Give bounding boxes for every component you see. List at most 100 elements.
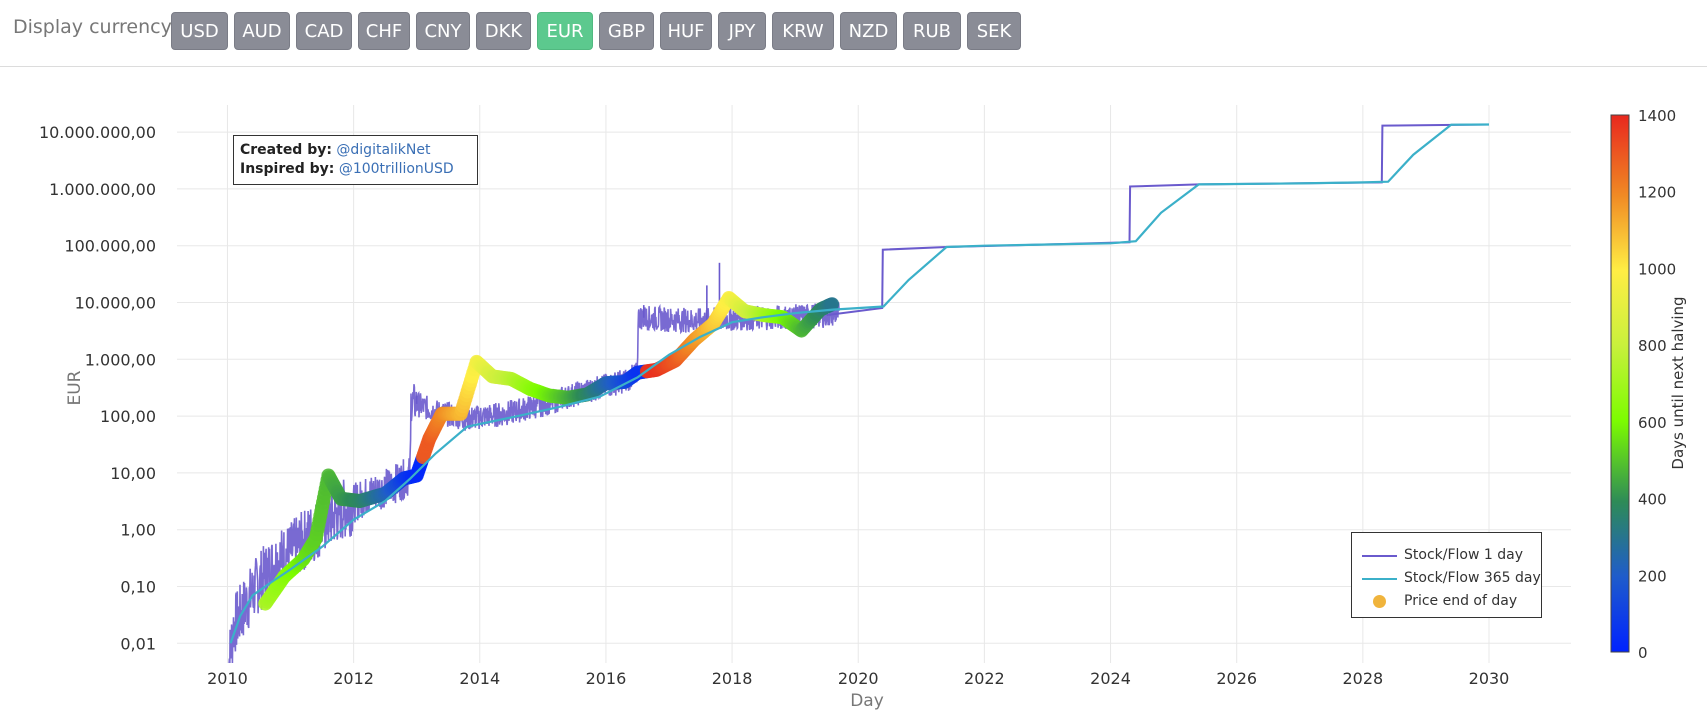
price-marker xyxy=(737,304,752,319)
price-marker xyxy=(391,475,406,490)
price-marker xyxy=(484,368,499,383)
price-marker xyxy=(601,376,616,390)
price-marker xyxy=(404,469,419,484)
price-marker xyxy=(818,300,833,315)
price-marker xyxy=(802,314,817,329)
price-marker xyxy=(766,309,781,324)
currency-button-cad[interactable]: CAD xyxy=(296,12,352,50)
price-marker xyxy=(803,313,818,328)
legend-label-sf1: Stock/Flow 1 day xyxy=(1404,547,1523,563)
price-marker xyxy=(823,298,838,312)
created-by-handle[interactable]: @digitalikNet xyxy=(336,142,431,158)
currency-label: Display currency: xyxy=(13,16,177,38)
price-marker xyxy=(330,485,345,500)
price-marker xyxy=(325,475,339,490)
price-marker xyxy=(500,371,515,386)
price-marker xyxy=(479,364,494,379)
legend-label-price: Price end of day xyxy=(1404,593,1518,609)
price-marker xyxy=(488,369,503,384)
currency-button-cny[interactable]: CNY xyxy=(416,12,470,50)
price-marker xyxy=(714,304,728,318)
currency-button-nzd[interactable]: NZD xyxy=(840,12,897,50)
price-marker xyxy=(429,417,444,432)
price-marker xyxy=(565,390,580,405)
y-tick-label: 0,10 xyxy=(120,578,156,597)
price-marker xyxy=(259,594,274,609)
price-marker xyxy=(748,306,763,321)
currency-button-rub[interactable]: RUB xyxy=(903,12,961,50)
price-marker xyxy=(459,388,474,403)
price-marker xyxy=(485,369,500,384)
currency-button-jpy[interactable]: JPY xyxy=(718,12,766,50)
legend-item-sf365[interactable]: Stock/Flow 365 day xyxy=(1352,568,1541,590)
price-marker xyxy=(641,364,656,379)
currency-button-gbp[interactable]: GBP xyxy=(599,12,654,50)
price-marker xyxy=(723,292,737,306)
price-marker xyxy=(403,470,418,484)
price-marker xyxy=(367,489,382,504)
legend-item-price[interactable]: Price end of day xyxy=(1352,591,1541,613)
price-marker xyxy=(317,486,332,501)
legend-item-sf1[interactable]: Stock/Flow 1 day xyxy=(1352,545,1541,567)
y-axis-title: EUR xyxy=(65,370,85,405)
currency-button-krw[interactable]: KRW xyxy=(772,12,834,50)
price-marker xyxy=(589,381,604,396)
price-marker xyxy=(734,301,749,316)
price-marker xyxy=(782,315,797,329)
price-marker xyxy=(296,552,311,567)
price-marker xyxy=(439,406,453,421)
price-marker xyxy=(581,386,596,401)
price-marker xyxy=(460,384,475,399)
price-marker xyxy=(534,385,548,400)
price-marker xyxy=(741,305,756,320)
price-marker xyxy=(528,383,543,398)
price-marker xyxy=(297,550,312,565)
price-marker xyxy=(515,377,530,392)
price-marker xyxy=(449,406,464,421)
currency-button-chf[interactable]: CHF xyxy=(358,12,410,50)
y-tick-label: 10.000,00 xyxy=(75,294,156,313)
price-marker xyxy=(559,390,574,405)
price-marker xyxy=(797,320,812,335)
price-marker xyxy=(416,447,431,462)
price-marker xyxy=(433,410,448,425)
currency-button-aud[interactable]: AUD xyxy=(234,12,290,50)
price-marker xyxy=(269,581,284,596)
price-marker xyxy=(562,390,577,405)
x-tick-label: 2020 xyxy=(838,669,879,688)
y-tick-label: 1.000.000,00 xyxy=(49,180,156,199)
price-marker xyxy=(358,492,373,507)
currency-button-dkk[interactable]: DKK xyxy=(476,12,531,50)
price-marker xyxy=(419,439,434,454)
price-marker xyxy=(417,444,432,459)
y-tick-label: 0,01 xyxy=(120,634,156,653)
price-marker xyxy=(612,375,627,390)
currency-button-eur[interactable]: EUR xyxy=(537,12,593,50)
x-tick-label: 2024 xyxy=(1090,669,1131,688)
price-marker xyxy=(653,360,668,375)
price-marker xyxy=(684,335,699,350)
price-marker xyxy=(571,388,586,403)
y-axis-ticks: 0,01 0,10 1,00 10,00 100,00 1.000,00 10.000,00… xyxy=(39,123,156,653)
price-marker xyxy=(507,373,521,388)
price-marker xyxy=(342,492,357,507)
price-marker xyxy=(370,488,385,503)
inspired-by-handle[interactable]: @100trillionUSD xyxy=(338,161,454,177)
price-marker xyxy=(434,408,448,423)
price-marker xyxy=(369,489,384,504)
price-marker xyxy=(290,557,305,572)
price-marker xyxy=(542,388,557,403)
currency-button-huf[interactable]: HUF xyxy=(660,12,712,50)
price-marker xyxy=(314,504,329,519)
currency-button-sek[interactable]: SEK xyxy=(967,12,1021,50)
price-marker xyxy=(755,307,770,322)
currency-button-usd[interactable]: USD xyxy=(171,12,228,50)
price-marker xyxy=(730,298,745,313)
price-marker xyxy=(544,388,559,403)
price-marker xyxy=(698,323,712,338)
price-marker xyxy=(616,375,631,389)
price-marker xyxy=(664,355,679,370)
price-marker xyxy=(745,305,760,320)
price-marker xyxy=(431,413,446,428)
price-marker xyxy=(320,473,335,487)
